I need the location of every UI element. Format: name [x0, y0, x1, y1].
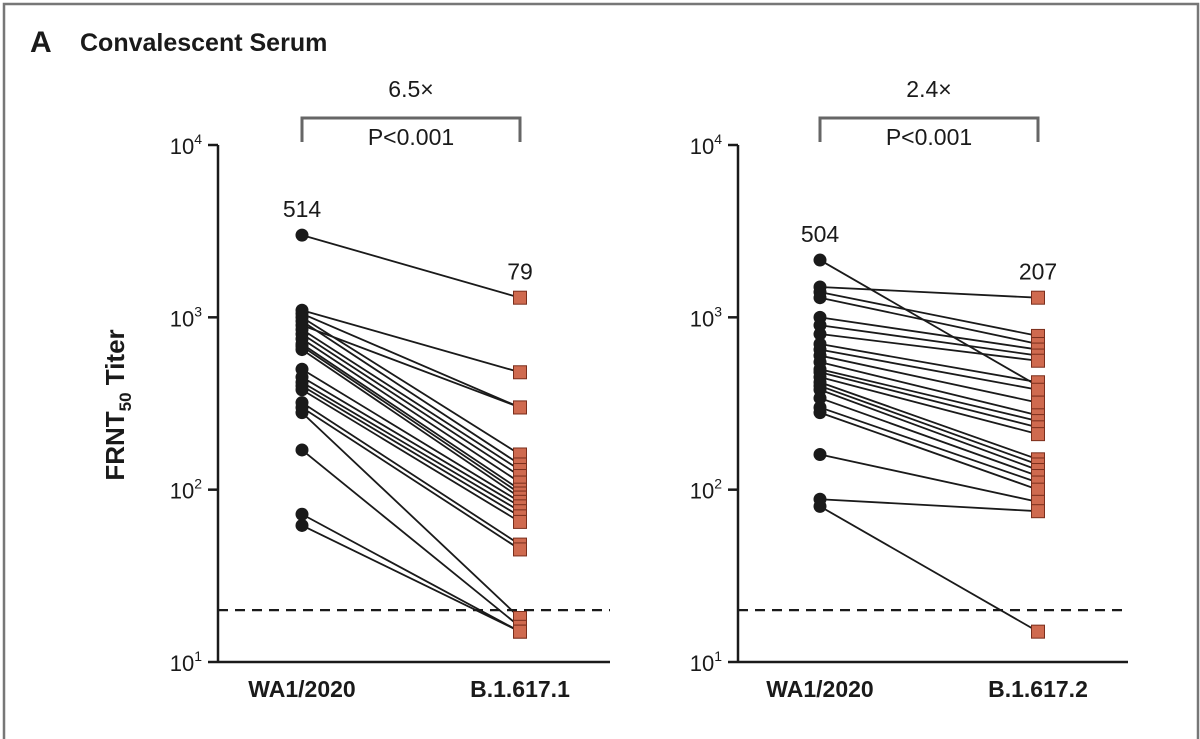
pair-line [820, 499, 1038, 511]
variant-point [1032, 291, 1045, 304]
wa1-point [814, 291, 827, 304]
wa1-point [296, 406, 309, 419]
y-tick-label-exponent: 2 [194, 476, 202, 492]
panel-letter: A [30, 26, 52, 59]
y-tick-label-exponent: 1 [194, 648, 202, 664]
variant-geometric-mean-label: 207 [1019, 259, 1057, 285]
pair-line [820, 398, 1038, 476]
y-tick-label-exponent: 4 [714, 131, 722, 147]
wa1-point [814, 448, 827, 461]
variant-point [514, 625, 527, 638]
wa1-point [296, 229, 309, 242]
wa1-point [814, 254, 827, 267]
pair-line [302, 390, 520, 522]
y-axis-label: FRNT50 Titer [100, 329, 135, 480]
fold-change-label: 2.4× [906, 76, 951, 102]
y-tick-label-base: 10 [690, 479, 714, 504]
variant-point [514, 291, 527, 304]
wa1-point [296, 383, 309, 396]
pair-line [820, 506, 1038, 631]
y-tick-label: 102 [170, 476, 202, 504]
wa1-point [814, 406, 827, 419]
pair-line [820, 287, 1038, 298]
pair-line [302, 235, 520, 298]
variant-point [1032, 505, 1045, 518]
pair-line [820, 382, 1038, 459]
p-value-label: P<0.001 [886, 124, 972, 150]
y-axis-label-tail: Titer [100, 329, 130, 392]
y-tick-label-exponent: 2 [714, 476, 722, 492]
pair-line [302, 514, 520, 631]
y-tick-label-exponent: 3 [194, 303, 202, 319]
p-value-label: P<0.001 [368, 124, 454, 150]
variant-point [1032, 396, 1045, 409]
pair-line [302, 329, 520, 470]
y-tick-label-base: 10 [170, 134, 194, 159]
pair-line [302, 407, 520, 549]
y-tick-label-exponent: 4 [194, 131, 202, 147]
x-category-label: WA1/2020 [766, 676, 873, 702]
pair-line [302, 310, 520, 372]
pair-line [820, 298, 1038, 344]
wa1-point [296, 343, 309, 356]
pair-line [302, 346, 520, 493]
fold-change-label: 6.5× [388, 76, 433, 102]
variant-point [1032, 625, 1045, 638]
wa1-point [296, 443, 309, 456]
variant-point [514, 543, 527, 556]
y-tick-label-exponent: 3 [714, 303, 722, 319]
wa1-point [814, 500, 827, 513]
variant-point [1032, 428, 1045, 441]
y-tick-label: 101 [170, 648, 202, 676]
wa1-geometric-mean-label: 514 [283, 196, 322, 222]
y-tick-label-exponent: 1 [714, 648, 722, 664]
pair-line [302, 382, 520, 511]
y-tick-label: 104 [690, 131, 722, 159]
pair-line [302, 369, 520, 502]
pair-line [302, 525, 520, 631]
x-category-label: B.1.617.2 [988, 676, 1088, 702]
variant-point [514, 401, 527, 414]
variant-point [1032, 383, 1045, 396]
pair-line [302, 450, 520, 627]
y-axis-label-sub: 50 [116, 392, 135, 411]
y-tick-label-base: 10 [170, 651, 194, 676]
y-tick-label: 104 [170, 131, 202, 159]
variant-point [1032, 483, 1045, 496]
panel-title: Convalescent Serum [80, 29, 327, 57]
y-tick-label: 103 [170, 303, 202, 331]
y-tick-label: 103 [690, 303, 722, 331]
y-tick-label-base: 10 [170, 479, 194, 504]
pair-line [302, 377, 520, 506]
x-category-label: B.1.617.1 [470, 676, 570, 702]
y-tick-label: 101 [690, 648, 722, 676]
y-tick-label-base: 10 [170, 306, 194, 331]
y-axis-label-main: FRNT [100, 411, 130, 480]
y-tick-label-base: 10 [690, 134, 714, 159]
y-tick-label-base: 10 [690, 306, 714, 331]
x-category-label: WA1/2020 [248, 676, 355, 702]
pair-line [820, 334, 1038, 361]
wa1-geometric-mean-label: 504 [801, 221, 840, 247]
y-tick-label: 102 [690, 476, 722, 504]
variant-geometric-mean-label: 79 [507, 259, 533, 285]
variant-point [1032, 354, 1045, 367]
y-tick-label-base: 10 [690, 651, 714, 676]
wa1-point [296, 519, 309, 532]
variant-point [514, 366, 527, 379]
pair-line [820, 390, 1038, 470]
variant-point [514, 515, 527, 528]
wa1-point [296, 508, 309, 521]
